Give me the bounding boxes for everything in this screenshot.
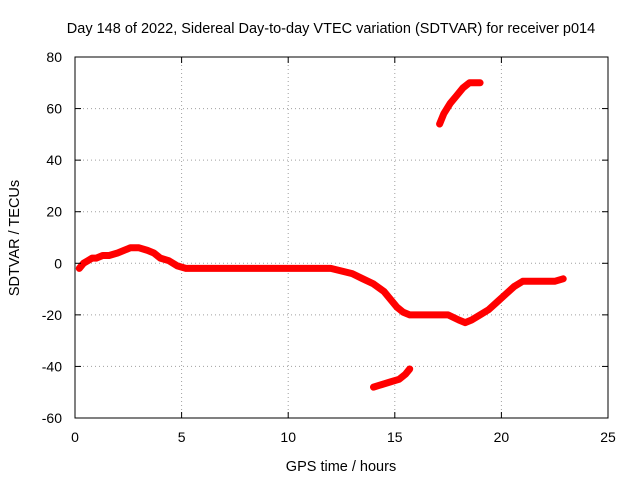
data-point [400, 309, 407, 316]
x-tick-label: 10 [280, 429, 296, 445]
data-point [519, 278, 526, 285]
data-point [440, 110, 447, 117]
data-point [396, 376, 403, 383]
data-point [406, 311, 413, 318]
series-high-segment [436, 79, 484, 128]
data-point [460, 84, 467, 91]
data-series [75, 79, 567, 391]
y-tick-label: 60 [46, 101, 62, 117]
data-point [453, 92, 460, 99]
data-point [423, 311, 430, 318]
y-tick-label: 20 [46, 204, 62, 220]
data-point [560, 275, 567, 282]
data-point [157, 255, 164, 262]
y-tick-label: 0 [54, 255, 62, 271]
data-point [494, 298, 501, 305]
data-point [174, 262, 181, 269]
data-point [93, 255, 100, 262]
data-point [370, 280, 377, 287]
x-tick-label: 15 [387, 429, 403, 445]
y-tick-label: 40 [46, 152, 62, 168]
x-tick-label: 0 [71, 429, 79, 445]
data-point [263, 265, 270, 272]
data-point [387, 296, 394, 303]
data-point [144, 247, 151, 254]
data-point [393, 304, 400, 311]
data-point [541, 278, 548, 285]
data-point [199, 265, 206, 272]
data-point [436, 121, 443, 128]
data-point [551, 278, 558, 285]
data-point [274, 265, 281, 272]
data-point [359, 275, 366, 282]
grid-lines [75, 57, 608, 418]
data-point [231, 265, 238, 272]
data-point [455, 317, 462, 324]
data-point [106, 252, 113, 259]
chart-title: Day 148 of 2022, Sidereal Day-to-day VTE… [67, 21, 595, 37]
data-point [477, 311, 484, 318]
x-tick-label: 20 [494, 429, 510, 445]
data-point [150, 249, 157, 256]
data-point [99, 252, 106, 259]
y-axis-label: SDTVAR / TECUs [7, 180, 23, 296]
data-point [114, 249, 121, 256]
data-point [242, 265, 249, 272]
data-point [317, 265, 324, 272]
data-point [466, 79, 473, 86]
data-point [127, 244, 134, 251]
data-point [165, 257, 172, 264]
y-tick-label: -20 [42, 307, 62, 323]
data-point [472, 79, 479, 86]
data-point [89, 255, 96, 262]
data-point [468, 317, 475, 324]
data-point [182, 265, 189, 272]
data-point [445, 311, 452, 318]
data-point [406, 366, 413, 373]
data-point [135, 244, 142, 251]
data-point [530, 278, 537, 285]
y-tick-label: -60 [42, 410, 62, 426]
data-point [402, 371, 409, 378]
x-tick-label: 5 [178, 429, 186, 445]
data-point [191, 265, 198, 272]
data-point [413, 311, 420, 318]
data-point [485, 306, 492, 313]
data-point [121, 247, 128, 254]
data-point [462, 319, 469, 326]
data-point [76, 265, 83, 272]
data-point [285, 265, 292, 272]
data-point [511, 283, 518, 290]
y-tick-label: -40 [42, 358, 62, 374]
data-point [447, 100, 454, 107]
data-point [434, 311, 441, 318]
data-point [306, 265, 313, 272]
data-point [210, 265, 217, 272]
data-point [327, 265, 334, 272]
data-point [387, 378, 394, 385]
data-point [502, 291, 509, 298]
data-point [338, 268, 345, 275]
data-point [379, 381, 386, 388]
data-point [477, 79, 484, 86]
y-tick-label: 80 [46, 49, 62, 65]
axis-ticks: 0 5 10 15 20 25 -60 -40 -20 0 20 40 60 80 [42, 49, 616, 445]
data-point [370, 384, 377, 391]
data-point [349, 270, 356, 277]
data-point [381, 288, 388, 295]
x-tick-label: 25 [600, 429, 616, 445]
plot-frame [74, 56, 609, 419]
data-point [221, 265, 228, 272]
x-axis-label: GPS time / hours [286, 459, 396, 475]
data-point [253, 265, 260, 272]
data-point [295, 265, 302, 272]
